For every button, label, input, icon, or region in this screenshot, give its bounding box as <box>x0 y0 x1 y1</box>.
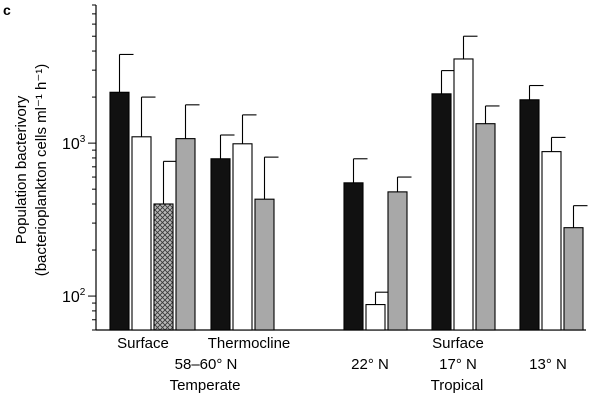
bar-surface-white <box>131 136 152 331</box>
x-label-thermocline: Thermocline <box>208 335 291 352</box>
y-axis-label-line1: Population bacterivory <box>13 95 30 244</box>
bar-22-n-white <box>365 304 386 331</box>
bar-thermocline-grey <box>254 198 275 331</box>
y-tick-label-1000: 103 <box>62 134 86 153</box>
x-label-17n: 17° N <box>439 356 477 373</box>
bar-13-n-grey <box>563 227 584 331</box>
y-tick-label-100: 102 <box>62 287 86 306</box>
bar-13-n-black <box>519 99 540 331</box>
y-axis-label-line2: (bacterioplankton cells ml⁻¹ h⁻¹) <box>33 64 50 277</box>
bar-surface-grey <box>175 138 196 331</box>
bar-13-n-white <box>541 151 562 331</box>
bar-22-n-black <box>343 182 364 331</box>
bar-22-n-grey <box>387 191 408 331</box>
x-label-surface-temperate: Surface <box>117 335 169 352</box>
bar-thermocline-black <box>210 158 231 331</box>
x-axis-labels: Surface Thermocline 58–60° N Temperate 2… <box>117 335 567 394</box>
bar-thermocline-white <box>232 143 253 331</box>
bar-17-n-white <box>453 58 474 331</box>
x-label-tropical: Tropical <box>431 377 484 394</box>
bar-surface-hatched <box>153 203 174 331</box>
panel-label: c <box>3 2 11 18</box>
x-label-22n: 22° N <box>351 356 389 373</box>
plot-area: 102 103 <box>62 4 588 331</box>
bar-17-n-black <box>431 93 452 331</box>
x-label-temperate: Temperate <box>170 377 241 394</box>
x-label-temperate-latitude: 58–60° N <box>175 356 238 373</box>
x-label-13n: 13° N <box>529 356 567 373</box>
bar-17-n-grey <box>475 123 496 331</box>
y-axis-title: Population bacterivory (bacterioplankton… <box>13 64 50 277</box>
bar-surface-black <box>109 91 130 331</box>
x-label-surface-tropical: Surface <box>432 335 484 352</box>
